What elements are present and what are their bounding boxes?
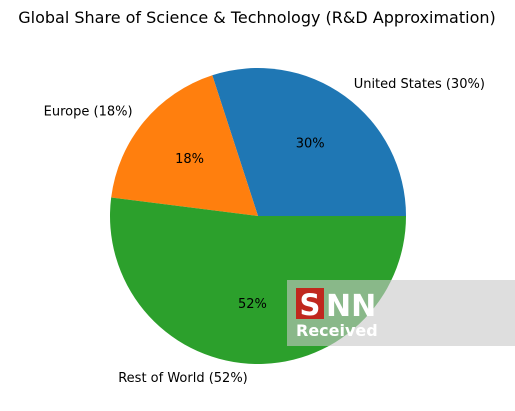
watermark-subtitle: Received xyxy=(296,321,378,340)
pie-slice-united-states xyxy=(212,67,406,216)
watermark-logo-text: NN xyxy=(326,289,376,324)
watermark-logo-box xyxy=(296,288,324,319)
watermark-logo-letter: S xyxy=(300,288,321,322)
slice-percent-europe: 18% xyxy=(175,152,204,167)
slice-label-europe: Europe (18%) xyxy=(44,105,133,120)
watermark-background xyxy=(287,280,515,346)
pie-labels: United States (30%) 30% Europe (18%) 18% Res… xyxy=(44,77,485,386)
chart-title: Global Share of Science & Technology (R&… xyxy=(18,8,496,27)
slice-percent-rest-of-world: 52% xyxy=(238,297,267,312)
slice-label-rest-of-world: Rest of World (52%) xyxy=(118,371,248,386)
pie-slice-europe xyxy=(111,75,258,216)
slice-label-united-states: United States (30%) xyxy=(354,77,485,92)
snn-received-watermark: S NN Received xyxy=(287,280,515,346)
slice-percent-united-states: 30% xyxy=(296,137,325,152)
